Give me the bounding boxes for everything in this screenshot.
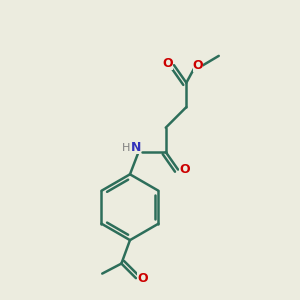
- Text: O: O: [137, 272, 148, 285]
- Text: O: O: [162, 57, 173, 70]
- Text: O: O: [179, 163, 190, 176]
- Text: N: N: [131, 141, 142, 154]
- Text: H: H: [122, 143, 131, 153]
- Text: O: O: [193, 59, 203, 72]
